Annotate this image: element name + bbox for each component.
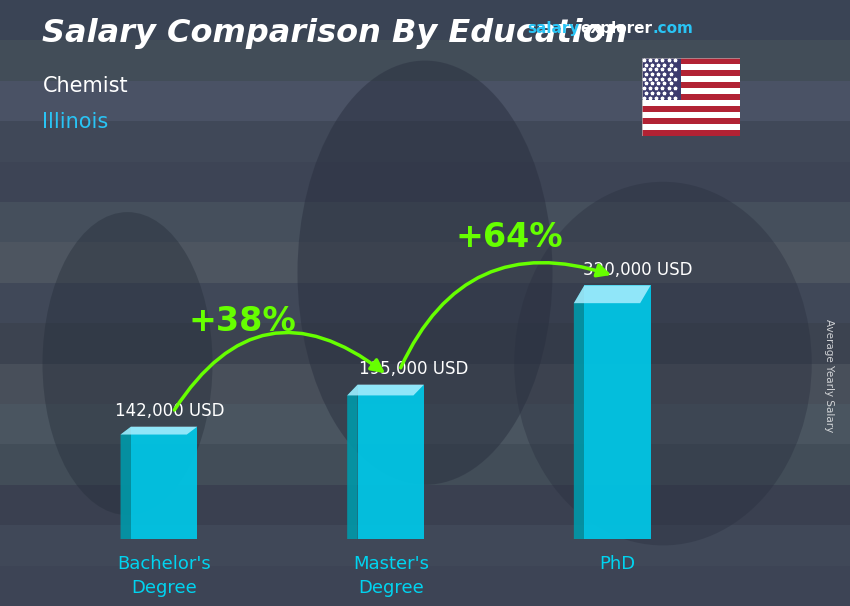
Bar: [642, 70, 740, 76]
Polygon shape: [347, 385, 358, 539]
Text: Illinois: Illinois: [42, 112, 109, 132]
Text: 320,000 USD: 320,000 USD: [582, 261, 692, 279]
Bar: [642, 100, 740, 106]
Text: +38%: +38%: [189, 305, 297, 338]
Text: .com: .com: [653, 21, 694, 36]
Bar: [642, 82, 740, 88]
Text: explorer: explorer: [581, 21, 653, 36]
Bar: [584, 285, 650, 539]
Bar: [642, 88, 740, 94]
Polygon shape: [574, 285, 584, 539]
Bar: [131, 427, 197, 539]
Bar: [642, 130, 740, 136]
Bar: [642, 94, 740, 100]
Bar: [642, 58, 740, 64]
Text: salary: salary: [527, 21, 580, 36]
Bar: [358, 385, 424, 539]
Polygon shape: [347, 385, 424, 396]
Polygon shape: [121, 427, 197, 435]
Bar: [642, 124, 740, 130]
Bar: [642, 106, 740, 112]
Text: Salary Comparison By Education: Salary Comparison By Education: [42, 18, 628, 49]
Text: +64%: +64%: [456, 221, 564, 255]
Bar: [642, 118, 740, 124]
Text: 195,000 USD: 195,000 USD: [360, 360, 468, 378]
Bar: [642, 112, 740, 118]
Text: Chemist: Chemist: [42, 76, 128, 96]
Bar: [642, 58, 681, 100]
Polygon shape: [574, 285, 650, 303]
FancyArrowPatch shape: [400, 262, 608, 368]
Bar: [642, 64, 740, 70]
Text: 142,000 USD: 142,000 USD: [116, 402, 224, 421]
Polygon shape: [121, 427, 131, 539]
FancyArrowPatch shape: [174, 333, 382, 410]
Text: Average Yearly Salary: Average Yearly Salary: [824, 319, 834, 432]
Bar: [642, 76, 740, 82]
